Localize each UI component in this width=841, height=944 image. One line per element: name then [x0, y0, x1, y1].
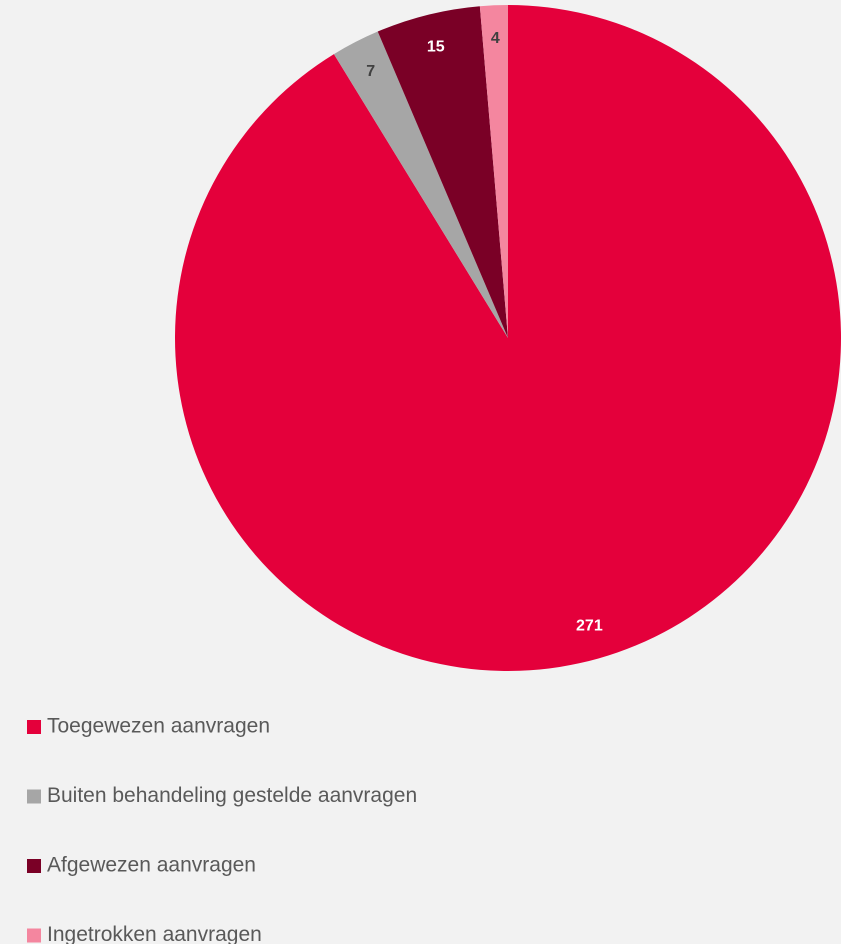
data-label: 15	[427, 38, 445, 55]
legend-label: Buiten behandeling gestelde aanvragen	[47, 784, 417, 807]
data-label: 271	[576, 618, 603, 635]
legend-label: Toegewezen aanvragen	[47, 715, 270, 738]
pie-slice	[175, 5, 841, 671]
legend-swatch	[27, 859, 41, 873]
legend-swatch	[27, 928, 41, 943]
data-label: 7	[366, 63, 375, 80]
pie-slice	[479, 5, 508, 338]
legend-label: Ingetrokken aanvragen	[47, 923, 262, 944]
pie-slice	[377, 6, 508, 338]
pie-slice	[333, 31, 508, 339]
legend-swatch	[27, 789, 41, 804]
legend-label: Afgewezen aanvragen	[47, 854, 256, 877]
data-label: 4	[491, 30, 500, 47]
legend-swatch	[27, 720, 41, 734]
